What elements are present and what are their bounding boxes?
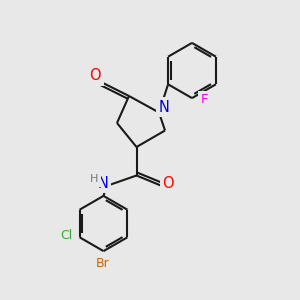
Text: O: O xyxy=(90,68,101,83)
Text: H: H xyxy=(90,174,98,184)
Text: N: N xyxy=(98,176,109,190)
Text: Br: Br xyxy=(96,257,110,270)
Text: N: N xyxy=(159,100,170,115)
Text: Cl: Cl xyxy=(60,229,72,242)
Text: O: O xyxy=(162,176,174,191)
Text: F: F xyxy=(201,93,208,106)
